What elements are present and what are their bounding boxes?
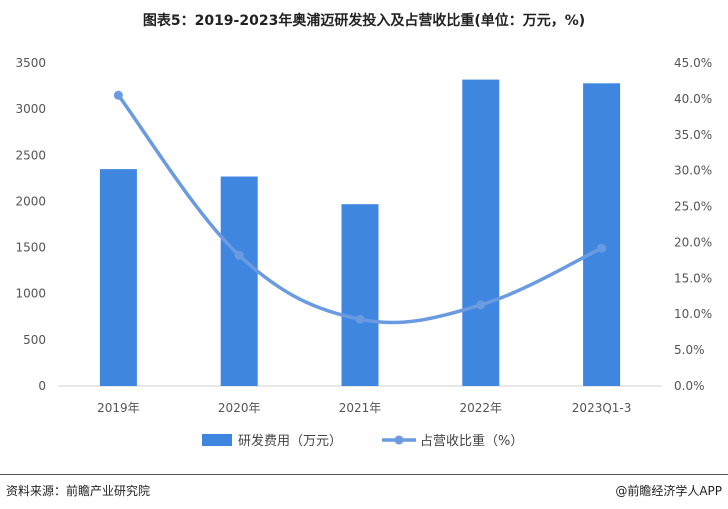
y-right-tick-label: 30.0% (674, 164, 712, 178)
x-tick-label: 2019年 (97, 401, 140, 415)
y-right-tick-label: 10.0% (674, 307, 712, 321)
axes: 0 500 1000 1500 2000 2500 3000 3500 0.0% 5.0% 10.0… (15, 56, 712, 415)
line-point (234, 250, 244, 260)
line-point (476, 300, 486, 310)
y-left-tick-label: 2500 (15, 148, 46, 162)
bar (220, 176, 258, 386)
bar (341, 204, 379, 386)
y-right-tick-label: 40.0% (674, 92, 712, 106)
legend-swatch-marker (394, 435, 404, 445)
y-right-tick-label: 45.0% (674, 56, 712, 70)
legend-label-line: 占营收比重（%） (420, 433, 523, 449)
x-tick-label: 2022年 (460, 401, 503, 415)
line-point (113, 90, 123, 100)
y-right-tick-label: 15.0% (674, 271, 712, 285)
chart-area: 0 500 1000 1500 2000 2500 3000 3500 0.0% 5.0% 10.0… (15, 56, 712, 449)
legend-swatch-bar (202, 434, 232, 446)
y-right-tick-label: 0.0% (674, 379, 705, 393)
y-right-tick-label: 25.0% (674, 200, 712, 214)
line-path (116, 93, 604, 325)
watermark-credit: @前瞻经济学人APP (615, 484, 722, 498)
x-tick-label: 2021年 (339, 401, 382, 415)
y-left-tick-label: 3000 (15, 102, 46, 116)
y-left-tick-label: 1000 (15, 287, 46, 301)
chart-title: 图表5：2019-2023年奥浦迈研发投入及占营收比重(单位：万元，%) (142, 13, 586, 29)
y-right-tick-label: 5.0% (674, 343, 705, 357)
line-series (113, 90, 607, 325)
legend-label-bar: 研发费用（万元） (238, 433, 342, 449)
bar-series (99, 79, 621, 387)
y-right-tick-label: 20.0% (674, 235, 712, 249)
y-left-tick-label: 3500 (15, 56, 46, 70)
footer-divider (0, 474, 728, 475)
y-left-tick-label: 500 (23, 333, 46, 347)
x-tick-label: 2020年 (218, 401, 261, 415)
bar (462, 79, 500, 387)
y-left-tick-label: 2000 (15, 194, 46, 208)
y-left-tick-label: 1500 (15, 241, 46, 255)
x-tick-label: 2023Q1-3 (572, 401, 632, 415)
line-point (597, 243, 607, 253)
legend: 研发费用（万元） 占营收比重（%） (202, 433, 523, 449)
source-note: 资料来源：前瞻产业研究院 (6, 484, 151, 498)
bar (99, 169, 137, 386)
y-right-tick-label: 35.0% (674, 128, 712, 142)
line-point (355, 314, 365, 324)
bar (583, 83, 621, 386)
y-left-tick-label: 0 (38, 379, 46, 393)
